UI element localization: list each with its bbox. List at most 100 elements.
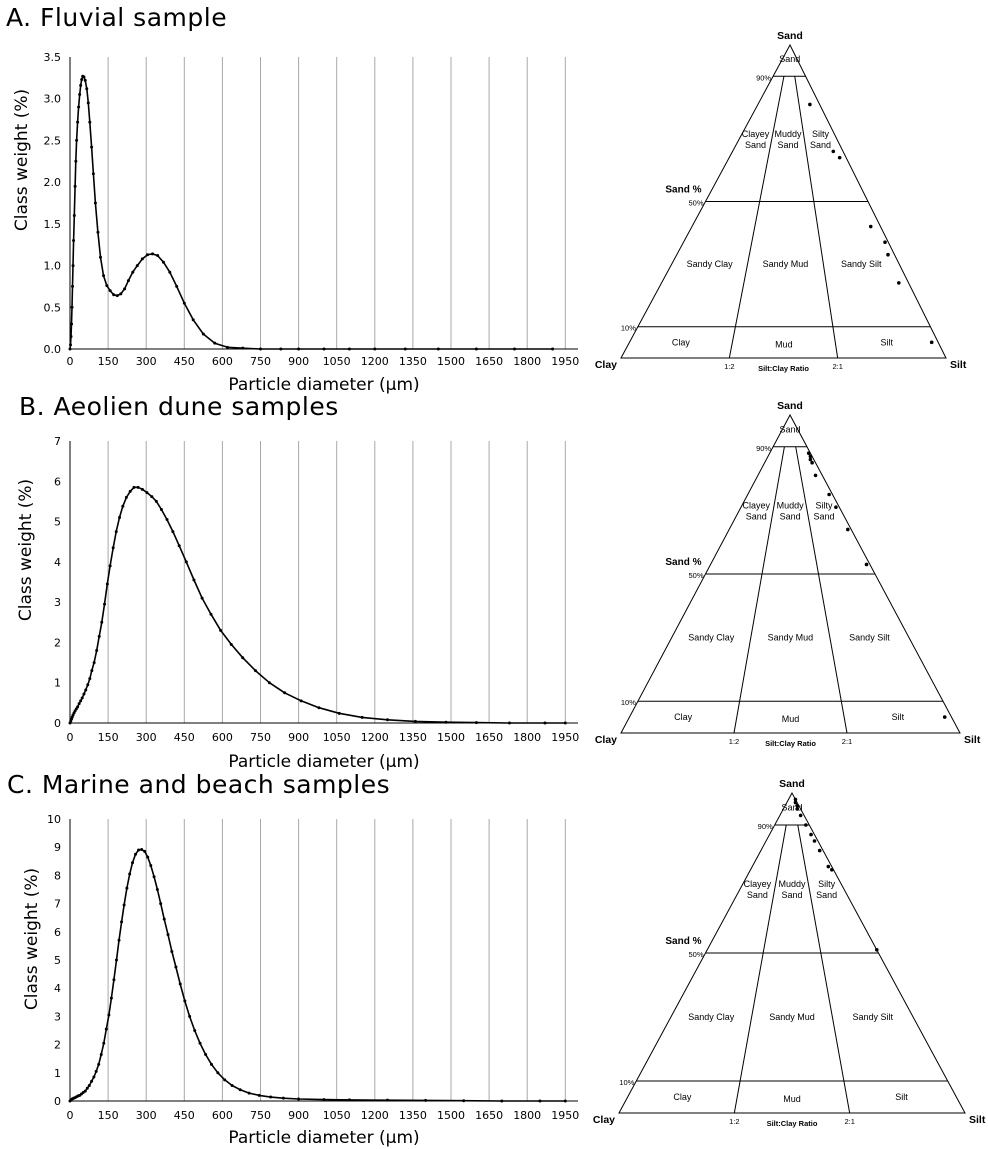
data-point — [198, 1041, 202, 1045]
data-point — [149, 864, 153, 868]
x-tick-label: 1950 — [551, 1109, 579, 1122]
data-point — [225, 345, 229, 349]
sample-point — [817, 848, 822, 853]
x-axis-label: Particle diameter (μm) — [228, 375, 419, 395]
x-tick-label: 0 — [67, 1109, 74, 1122]
x-tick-label: 1350 — [399, 731, 427, 744]
field-silt-label: Silt — [892, 712, 905, 722]
y-tick-label: 2.5 — [44, 134, 62, 147]
data-point — [74, 159, 78, 163]
sample-point — [886, 252, 890, 257]
sand-pct-label: Sand % — [665, 185, 701, 196]
data-point — [230, 1083, 234, 1087]
sample-point — [808, 457, 813, 462]
x-tick-label: 1500 — [437, 1109, 465, 1122]
field-clayey-sand-line2: Sand — [745, 140, 766, 150]
x-tick-label: 900 — [288, 1109, 309, 1122]
ratio-1-2-label: 1:2 — [729, 737, 739, 746]
data-point — [92, 1075, 96, 1079]
data-point — [97, 634, 101, 638]
data-point — [71, 284, 75, 288]
data-point — [507, 721, 511, 725]
x-tick-label: 600 — [212, 731, 233, 744]
ratio-1-2-label: 1:2 — [729, 1117, 739, 1126]
x-tick-label: 1650 — [475, 1109, 503, 1122]
ratio-boundary-line — [728, 76, 785, 359]
pct-90-label: 90% — [756, 73, 771, 82]
x-tick-label: 1050 — [323, 731, 351, 744]
data-point — [86, 101, 90, 105]
sample-point — [804, 823, 808, 827]
data-point — [94, 1069, 98, 1073]
data-point — [174, 965, 178, 969]
data-point — [177, 544, 181, 548]
data-point — [322, 1098, 326, 1102]
field-sandy-mud-label: Sandy Mud — [763, 259, 809, 269]
sample-point — [846, 527, 850, 532]
y-tick-label: 9 — [54, 841, 61, 854]
ratio-boundary-line — [733, 446, 785, 734]
x-tick-label: 600 — [212, 355, 233, 368]
sample-point — [793, 800, 798, 805]
field-silty-sand-line1: Silty — [816, 500, 834, 510]
data-point — [297, 1097, 301, 1101]
field-sand-label: Sand — [780, 424, 801, 434]
sand-pct-label: Sand % — [665, 936, 701, 947]
x-tick-label: 600 — [212, 1109, 233, 1122]
field-silty-sand-line1: Silty — [818, 879, 836, 889]
data-point — [297, 347, 301, 351]
x-tick-label: 900 — [288, 731, 309, 744]
data-point — [171, 530, 175, 534]
data-point — [317, 706, 321, 710]
sample-point — [795, 804, 799, 808]
data-point — [150, 495, 154, 499]
data-point — [159, 902, 163, 906]
data-point — [283, 691, 287, 695]
data-point — [104, 1027, 108, 1031]
sample-point — [827, 492, 831, 497]
x-tick-label: 1200 — [361, 731, 389, 744]
data-point — [77, 105, 81, 109]
data-point — [124, 495, 128, 499]
data-point — [123, 287, 127, 291]
data-point — [192, 578, 196, 582]
sample-point — [812, 839, 817, 843]
data-point — [88, 677, 92, 681]
data-point — [188, 1014, 192, 1018]
data-point — [114, 530, 118, 534]
panel-c-title: C. Marine and beach samples — [7, 770, 391, 799]
data-point — [84, 688, 88, 692]
sample-point — [834, 505, 838, 510]
y-tick-label: 0.5 — [44, 301, 62, 314]
data-point — [216, 1071, 220, 1075]
data-point — [100, 620, 104, 624]
y-tick-label: 1.5 — [44, 218, 62, 231]
data-point — [72, 214, 76, 218]
data-point — [90, 145, 94, 149]
x-tick-label: 750 — [250, 1109, 271, 1122]
x-tick-label: 750 — [250, 355, 271, 368]
sample-point — [874, 948, 879, 952]
field-mud-label: Mud — [783, 1094, 801, 1104]
ternary-left-label: Clay — [595, 734, 617, 746]
data-point — [132, 485, 136, 489]
data-point — [168, 270, 172, 274]
field-muddy-sand-line2: Sand — [778, 140, 799, 150]
data-point — [80, 78, 84, 82]
ratio-boundary-line — [797, 824, 851, 1114]
data-point — [347, 347, 351, 351]
sample-point — [806, 451, 811, 455]
data-point — [193, 1029, 197, 1032]
ratio-boundary-line — [795, 446, 848, 734]
field-mud-label: Mud — [782, 714, 800, 724]
data-point — [79, 83, 83, 87]
ratio-axis-label: Silt:Clay Ratio — [765, 739, 816, 748]
field-sandy-silt-label: Sandy Silt — [852, 1012, 893, 1022]
ratio-2-1-label: 2:1 — [842, 737, 852, 746]
sample-point — [831, 149, 836, 154]
data-point — [136, 485, 140, 489]
sample-point — [813, 473, 818, 478]
data-point — [184, 560, 188, 564]
